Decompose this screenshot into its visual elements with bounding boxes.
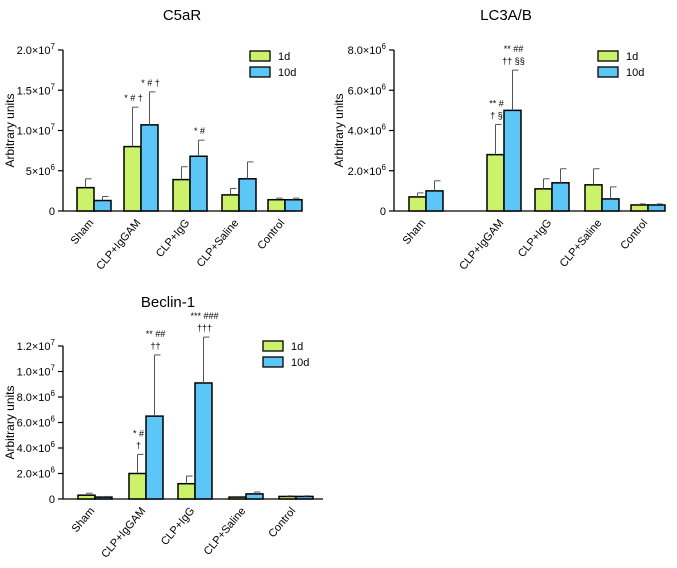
x-tick-label: CLP+Saline xyxy=(195,217,242,269)
y-tick-label: 0 xyxy=(49,494,55,506)
y-tick-label: 2.0×107 xyxy=(17,42,56,57)
significance-label: †† §§ xyxy=(502,56,525,66)
chart-title: Beclin-1 xyxy=(141,294,195,311)
significance-label: †† xyxy=(150,341,160,351)
bar-10d-control xyxy=(647,204,666,212)
x-tick-label: Control xyxy=(266,505,298,540)
y-axis-label: Arbitrary units xyxy=(3,93,17,167)
bar-10d-clp-saline xyxy=(245,493,264,500)
x-tick-label: Sham xyxy=(401,217,429,247)
bar-1d-control xyxy=(267,198,286,212)
bar-10d-clp-igg xyxy=(189,155,208,212)
x-tick-label: CLP+IgG xyxy=(516,217,554,260)
y-tick-label: 2.0×106 xyxy=(348,163,387,178)
significance-label: * # † xyxy=(141,78,160,88)
bar-10d-control xyxy=(284,198,303,212)
y-tick-label: 1.2×107 xyxy=(17,338,56,353)
chart-panel-0: C5aR Arbitrary units 0 5×106 1.0×107 1.5×107 2… xyxy=(3,7,303,272)
y-tick-label: 1.0×107 xyxy=(17,123,56,138)
significance-label: ††† xyxy=(197,323,212,333)
bar-10d-clp-saline xyxy=(238,178,257,212)
bar-1d-clp-iggam xyxy=(128,472,147,500)
bar-10d-clp-igg xyxy=(194,382,213,500)
y-tick-label: 6.0×106 xyxy=(17,415,56,430)
bar-10d-clp-iggam xyxy=(145,415,164,500)
bar-10d-sham xyxy=(94,496,113,500)
chart-panel-1: LC3A/B Arbitrary units 0 2.0×106 4.0×106 6.0×… xyxy=(332,7,666,272)
x-tick-label: Control xyxy=(255,217,287,252)
bar-10d-clp-iggam xyxy=(140,124,159,212)
significance-label: * # † xyxy=(124,93,143,103)
significance-label: ** ## xyxy=(146,329,166,339)
bar-1d-clp-saline xyxy=(584,184,603,212)
bar-1d-sham xyxy=(77,494,96,500)
bar-10d-clp-saline xyxy=(601,198,620,212)
x-tick-label: CLP+IgGAM xyxy=(94,217,143,272)
x-tick-label: CLP+IgGAM xyxy=(457,217,506,272)
y-tick-label: 2.0×106 xyxy=(17,466,56,481)
bar-1d-control xyxy=(278,495,297,500)
y-tick-label: 4.0×106 xyxy=(17,440,56,455)
legend-label-1d: 1d xyxy=(278,51,290,63)
bar-10d-clp-iggam xyxy=(503,109,522,212)
legend-swatch-1d xyxy=(262,340,284,352)
significance-label: * # xyxy=(133,428,144,438)
x-tick-label: CLP+IgG xyxy=(154,217,192,260)
legend-swatch-1d xyxy=(249,50,271,62)
bar-1d-clp-saline xyxy=(221,194,240,212)
y-tick-label: 1.0×107 xyxy=(17,364,56,379)
legend-swatch-10d xyxy=(249,66,271,78)
legend-swatch-10d xyxy=(597,66,619,78)
legend-swatch-1d xyxy=(597,50,619,62)
significance-label: ** # xyxy=(489,98,504,108)
x-tick-label: CLP+Saline xyxy=(558,217,605,269)
y-tick-label: 4.0×106 xyxy=(348,123,387,138)
chart-title: LC3A/B xyxy=(480,7,532,24)
y-tick-label: 5×106 xyxy=(26,163,56,178)
bar-10d-sham xyxy=(425,190,444,212)
bar-10d-control xyxy=(295,495,314,500)
y-tick-label: 0 xyxy=(380,206,386,218)
chart-panel-2: Beclin-1 Arbitrary units 0 2.0×106 4.0×106 6.… xyxy=(3,294,323,560)
bar-1d-clp-igg xyxy=(534,188,553,212)
y-tick-label: 6.0×106 xyxy=(348,82,387,97)
bar-10d-clp-igg xyxy=(551,182,570,212)
y-tick-label: 8.0×106 xyxy=(348,42,387,57)
significance-label: * # xyxy=(194,126,205,136)
bar-1d-clp-igg xyxy=(177,482,196,500)
x-tick-label: Control xyxy=(618,217,650,252)
significance-label: † xyxy=(136,440,141,450)
legend-label-10d: 10d xyxy=(278,67,296,79)
significance-label: *** ### xyxy=(190,311,218,321)
legend-label-10d: 10d xyxy=(291,357,309,369)
bar-10d-sham xyxy=(93,199,112,212)
y-tick-label: 8.0×106 xyxy=(17,389,56,404)
y-tick-label: 1.5×107 xyxy=(17,82,56,97)
bar-1d-clp-saline xyxy=(228,496,247,500)
legend-swatch-10d xyxy=(262,356,284,368)
bar-1d-sham xyxy=(408,196,427,212)
bar-1d-clp-iggam xyxy=(486,153,505,212)
y-tick-label: 0 xyxy=(49,206,55,218)
y-axis-label: Arbitrary units xyxy=(332,93,346,167)
bar-1d-sham xyxy=(76,186,95,212)
significance-label: ** ## xyxy=(504,44,524,54)
x-tick-label: CLP+Saline xyxy=(202,505,249,557)
legend-label-1d: 1d xyxy=(626,51,638,63)
legend-label-10d: 10d xyxy=(626,67,644,79)
x-tick-label: Sham xyxy=(70,505,98,535)
y-axis-label: Arbitrary units xyxy=(3,385,17,459)
legend-label-1d: 1d xyxy=(291,341,303,353)
x-tick-label: CLP+IgGAM xyxy=(99,505,148,560)
x-tick-label: Sham xyxy=(69,217,97,247)
significance-label: † § xyxy=(490,110,503,120)
bar-1d-clp-iggam xyxy=(123,145,142,212)
bar-1d-clp-igg xyxy=(172,178,191,212)
chart-title: C5aR xyxy=(163,7,202,24)
bar-1d-control xyxy=(630,204,649,212)
x-tick-label: CLP+IgG xyxy=(159,505,197,548)
